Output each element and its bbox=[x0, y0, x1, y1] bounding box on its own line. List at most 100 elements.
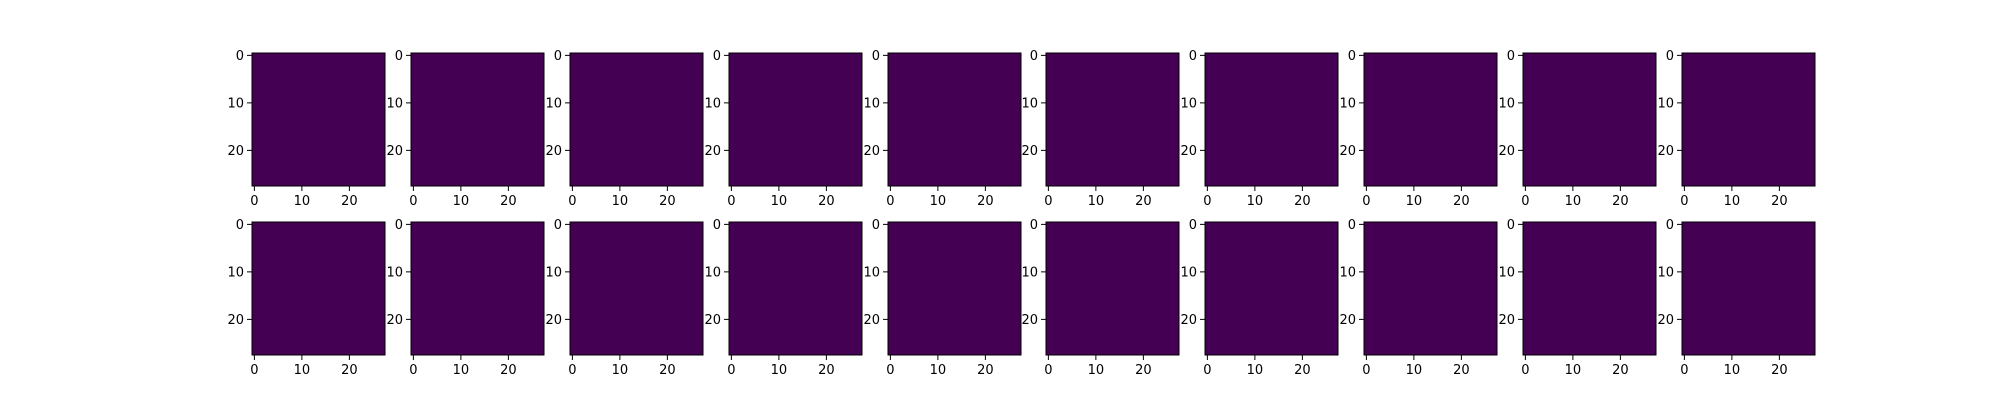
axes-frame bbox=[1204, 52, 1339, 187]
x-tick-label: 20 bbox=[1612, 363, 1629, 378]
y-tick-label: 10 bbox=[1339, 96, 1356, 111]
x-tick-label: 10 bbox=[1088, 194, 1105, 209]
x-tick-label: 10 bbox=[294, 363, 311, 378]
heatmap-panel: 0 0 10 10 20 20 bbox=[1339, 49, 1498, 209]
x-tick-label: 20 bbox=[1771, 194, 1788, 209]
x-tick-label: 10 bbox=[771, 194, 788, 209]
heatmap-background bbox=[1682, 222, 1815, 355]
heatmap-panel: 0 0 10 10 20 20 bbox=[1021, 218, 1180, 378]
x-tick-label: 20 bbox=[977, 194, 994, 209]
heatmap-background bbox=[570, 53, 703, 186]
x-tick-label: 20 bbox=[1771, 363, 1788, 378]
x-tick-label: 10 bbox=[612, 194, 629, 209]
x-tick-label: 0 bbox=[1044, 363, 1052, 378]
axes-frame bbox=[410, 52, 545, 187]
x-tick-label: 0 bbox=[1203, 194, 1211, 209]
axes-frame bbox=[1363, 52, 1498, 187]
x-tick-label: 0 bbox=[1362, 194, 1370, 209]
y-tick-label: 10 bbox=[1180, 96, 1197, 111]
y-tick-label: 0 bbox=[1030, 218, 1038, 233]
heatmap-background bbox=[729, 53, 862, 186]
y-tick-label: 0 bbox=[554, 218, 562, 233]
axes-frame bbox=[1204, 221, 1339, 356]
heatmap-panel: 0 0 10 10 20 20 bbox=[1339, 218, 1498, 378]
heatmap-background bbox=[411, 53, 544, 186]
y-tick-label: 0 bbox=[713, 218, 721, 233]
x-tick-label: 0 bbox=[1203, 363, 1211, 378]
x-tick-label: 10 bbox=[930, 194, 947, 209]
heatmap-panel: 0 0 10 10 20 20 bbox=[1657, 49, 1816, 209]
heatmap-background bbox=[1205, 53, 1338, 186]
y-tick-label: 20 bbox=[227, 313, 244, 328]
x-tick-label: 0 bbox=[1521, 194, 1529, 209]
x-tick-label: 0 bbox=[1680, 363, 1688, 378]
heatmap-panel: 0 0 10 10 20 20 bbox=[386, 218, 545, 378]
y-tick-label: 0 bbox=[872, 218, 880, 233]
x-tick-label: 0 bbox=[250, 363, 258, 378]
y-tick-label: 20 bbox=[1498, 144, 1515, 159]
y-tick-label: 20 bbox=[1339, 144, 1356, 159]
y-tick-label: 0 bbox=[1507, 218, 1515, 233]
x-tick-label: 20 bbox=[1294, 363, 1311, 378]
y-tick-label: 0 bbox=[1189, 218, 1197, 233]
heatmap-panel: 0 0 10 10 20 20 bbox=[386, 49, 545, 209]
heatmap-background bbox=[1205, 222, 1338, 355]
x-tick-label: 20 bbox=[500, 363, 517, 378]
y-tick-label: 20 bbox=[1021, 313, 1038, 328]
x-tick-label: 10 bbox=[1724, 363, 1741, 378]
x-tick-label: 20 bbox=[341, 363, 358, 378]
axes-frame bbox=[1045, 221, 1180, 356]
x-tick-label: 20 bbox=[500, 194, 517, 209]
y-tick-label: 10 bbox=[863, 265, 880, 280]
y-tick-label: 10 bbox=[1498, 96, 1515, 111]
y-tick-label: 10 bbox=[545, 96, 562, 111]
y-tick-label: 20 bbox=[227, 144, 244, 159]
y-tick-label: 10 bbox=[704, 265, 721, 280]
heatmap-panel: 0 0 10 10 20 20 bbox=[704, 49, 863, 209]
y-tick-label: 0 bbox=[1348, 49, 1356, 64]
heatmap-background bbox=[252, 222, 385, 355]
x-tick-label: 0 bbox=[886, 363, 894, 378]
axes-frame bbox=[251, 221, 386, 356]
heatmap-background bbox=[1523, 53, 1656, 186]
x-tick-label: 0 bbox=[1362, 363, 1370, 378]
y-tick-label: 0 bbox=[236, 49, 244, 64]
y-tick-label: 0 bbox=[1030, 49, 1038, 64]
x-tick-label: 0 bbox=[568, 363, 576, 378]
y-tick-label: 0 bbox=[1666, 218, 1674, 233]
axes-frame bbox=[1522, 221, 1657, 356]
heatmap-panel: 0 0 10 10 20 20 bbox=[1180, 218, 1339, 378]
heatmap-background bbox=[888, 222, 1021, 355]
x-tick-label: 10 bbox=[930, 363, 947, 378]
axes-frame bbox=[728, 221, 863, 356]
y-tick-label: 10 bbox=[1180, 265, 1197, 280]
y-tick-label: 20 bbox=[1498, 313, 1515, 328]
x-tick-label: 0 bbox=[1680, 194, 1688, 209]
y-tick-label: 20 bbox=[1657, 144, 1674, 159]
axes-frame bbox=[1363, 221, 1498, 356]
axes-frame bbox=[569, 52, 704, 187]
heatmap-background bbox=[411, 222, 544, 355]
x-tick-label: 0 bbox=[568, 194, 576, 209]
x-tick-label: 20 bbox=[1135, 194, 1152, 209]
x-tick-label: 20 bbox=[341, 194, 358, 209]
y-tick-label: 10 bbox=[863, 96, 880, 111]
y-tick-label: 10 bbox=[1021, 265, 1038, 280]
y-tick-label: 0 bbox=[1507, 49, 1515, 64]
heatmap-panel: 0 0 10 10 20 20 bbox=[545, 49, 704, 209]
y-tick-label: 0 bbox=[395, 218, 403, 233]
y-tick-label: 10 bbox=[227, 265, 244, 280]
y-tick-label: 0 bbox=[1666, 49, 1674, 64]
y-tick-label: 10 bbox=[1339, 265, 1356, 280]
x-tick-label: 20 bbox=[659, 363, 676, 378]
y-tick-label: 10 bbox=[386, 96, 403, 111]
x-tick-label: 10 bbox=[453, 363, 470, 378]
axes-frame bbox=[569, 221, 704, 356]
x-tick-label: 20 bbox=[818, 194, 835, 209]
heatmap-panel: 0 0 10 10 20 20 bbox=[545, 218, 704, 378]
x-tick-label: 0 bbox=[727, 363, 735, 378]
y-tick-label: 20 bbox=[1339, 313, 1356, 328]
axes-frame bbox=[1522, 52, 1657, 187]
x-tick-label: 10 bbox=[771, 363, 788, 378]
y-tick-label: 10 bbox=[545, 265, 562, 280]
